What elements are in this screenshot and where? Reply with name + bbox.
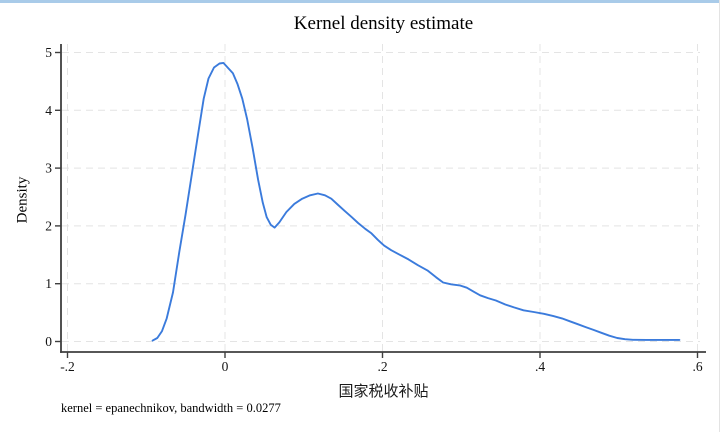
x-tick-label: .4: [535, 359, 545, 374]
x-tick-label: .6: [692, 359, 702, 374]
y-tick-label: 4: [45, 103, 52, 118]
y-tick-label: 5: [45, 45, 52, 60]
density-curve: [151, 61, 681, 342]
y-tick-label: 3: [45, 161, 52, 176]
window-top-accent-bar: [0, 0, 720, 3]
y-tick-label: 2: [45, 218, 52, 233]
x-tick-label: 0: [222, 359, 229, 374]
y-tick-label: 1: [45, 276, 52, 291]
y-tick-label: 0: [45, 334, 52, 349]
x-tick-label: .2: [377, 359, 387, 374]
x-tick-label: -.2: [60, 359, 75, 374]
kernel-bandwidth-note: kernel = epanechnikov, bandwidth = 0.027…: [61, 401, 281, 415]
x-axis-title: 国家税收补贴: [338, 383, 429, 400]
chart-title: Kernel density estimate: [293, 13, 474, 34]
